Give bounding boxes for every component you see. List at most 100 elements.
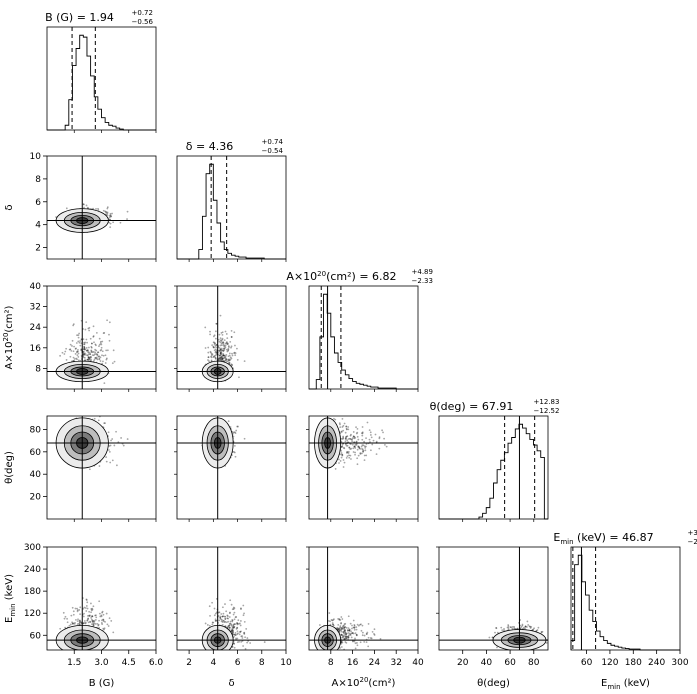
sample-point xyxy=(84,353,86,356)
sample-point xyxy=(69,623,72,626)
x-axis-label-A: A×1020(cm²) xyxy=(332,676,396,689)
sample-point xyxy=(93,619,96,622)
y-axis-Emin: 60 120 180 240 300 Emin (keV) xyxy=(4,543,47,641)
sample-point xyxy=(82,351,85,353)
sample-point xyxy=(86,601,89,604)
sample-point xyxy=(71,606,74,609)
sample-point xyxy=(354,451,357,454)
sample-point xyxy=(126,218,128,220)
sample-point xyxy=(225,359,227,361)
sample-point xyxy=(225,354,228,356)
sample-point xyxy=(344,631,347,633)
x-axis-label-theta: θ(deg) xyxy=(477,678,510,689)
sample-point xyxy=(236,358,239,361)
sample-point xyxy=(239,631,242,633)
y-tick-label: 16 xyxy=(30,344,42,354)
sample-point xyxy=(219,344,222,347)
sample-point xyxy=(357,445,360,448)
sample-point xyxy=(340,633,343,636)
sample-point xyxy=(224,617,227,620)
sample-point xyxy=(540,631,543,634)
sample-point xyxy=(344,622,347,625)
sample-point xyxy=(345,427,348,430)
sample-point xyxy=(236,622,239,625)
sample-point xyxy=(345,637,348,640)
sample-point xyxy=(84,356,86,359)
sample-point xyxy=(511,627,514,630)
sample-point xyxy=(509,626,512,629)
sample-point xyxy=(342,635,345,638)
sample-point xyxy=(224,346,227,349)
sample-point xyxy=(232,626,235,629)
sample-point xyxy=(214,330,217,333)
sample-point xyxy=(340,646,343,648)
sample-point xyxy=(101,362,104,365)
sample-point xyxy=(340,616,343,618)
sample-point xyxy=(536,629,539,631)
sample-point xyxy=(347,615,350,618)
sample-point xyxy=(101,619,103,622)
sample-point xyxy=(353,445,356,448)
sample-point xyxy=(500,626,503,629)
sample-point xyxy=(79,340,81,342)
sample-point xyxy=(206,624,209,626)
sample-point xyxy=(342,625,345,627)
sample-point xyxy=(72,356,75,359)
sample-point xyxy=(82,622,85,625)
sample-point xyxy=(90,346,93,349)
sample-point xyxy=(355,426,357,429)
y-tick-label: 180 xyxy=(24,587,41,597)
sample-point xyxy=(342,459,345,461)
sample-point xyxy=(339,460,342,462)
sample-point xyxy=(234,455,237,458)
sample-point xyxy=(104,620,106,623)
sample-point xyxy=(332,624,335,627)
y-tick-label: 2 xyxy=(35,244,41,254)
sample-point xyxy=(233,352,236,355)
y-tick-label: 40 xyxy=(30,470,42,480)
sample-point xyxy=(83,343,86,346)
sample-point xyxy=(356,435,359,438)
sample-point xyxy=(343,626,346,629)
sample-point xyxy=(95,357,98,360)
sample-point xyxy=(64,615,67,618)
sample-point xyxy=(228,362,231,364)
sample-point xyxy=(231,631,234,634)
sample-point xyxy=(211,601,214,604)
sample-point xyxy=(365,633,368,635)
sample-point xyxy=(334,418,337,421)
sample-point xyxy=(370,436,373,439)
sample-point xyxy=(373,628,376,631)
sample-point xyxy=(243,360,246,363)
sample-point xyxy=(361,624,364,627)
sample-point xyxy=(511,626,514,628)
sample-point xyxy=(233,625,236,628)
sample-point xyxy=(65,207,68,210)
sample-point xyxy=(109,215,112,218)
sample-point xyxy=(236,641,239,644)
sample-point xyxy=(240,635,243,638)
y-tick-label: 20 xyxy=(30,493,42,503)
sample-point xyxy=(348,454,350,457)
sample-point xyxy=(76,620,79,623)
sample-point xyxy=(90,349,93,352)
sample-point xyxy=(72,610,75,613)
sample-point xyxy=(221,355,224,358)
sample-point xyxy=(221,338,224,341)
sample-point xyxy=(221,341,224,344)
sample-point xyxy=(341,438,344,440)
x-tick-label: 80 xyxy=(528,658,540,668)
sample-point xyxy=(231,619,234,622)
sample-point xyxy=(90,609,93,612)
sample-point xyxy=(233,611,236,614)
sample-point xyxy=(231,627,234,630)
sample-point xyxy=(219,350,222,353)
sample-point xyxy=(379,638,382,640)
sample-point xyxy=(111,212,113,215)
sample-point xyxy=(75,618,77,621)
sample-point xyxy=(82,338,85,341)
sample-point xyxy=(89,356,92,358)
y-tick-label: 40 xyxy=(30,282,42,292)
sample-point xyxy=(220,332,223,334)
sample-point xyxy=(89,620,91,623)
